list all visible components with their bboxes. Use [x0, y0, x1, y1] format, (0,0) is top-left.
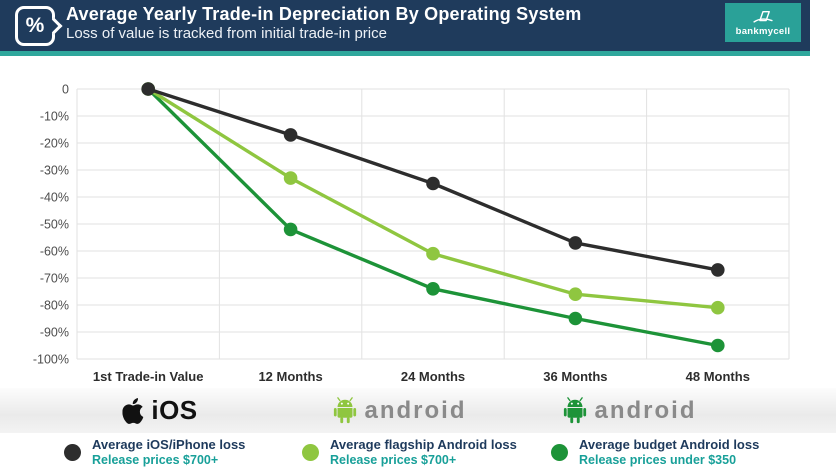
- ios-wordmark: iOS: [151, 395, 198, 425]
- svg-text:-30%: -30%: [40, 164, 69, 178]
- legend-label: Average flagship Android loss: [330, 437, 517, 452]
- legend-sublabel: Release prices $700+: [330, 452, 457, 467]
- legend-dot-black: [64, 443, 81, 461]
- header-text: Average Yearly Trade-in Depreciation By …: [66, 4, 581, 43]
- android-wordmark: android: [364, 396, 467, 424]
- svg-text:48 Months: 48 Months: [686, 369, 750, 384]
- legend-label: Average iOS/iPhone loss: [92, 437, 246, 452]
- header: % Average Yearly Trade-in Depreciation B…: [0, 0, 810, 51]
- bankmycell-phone-icon: [753, 10, 773, 23]
- page-title: Average Yearly Trade-in Depreciation By …: [66, 4, 582, 24]
- ios-logo: iOS: [122, 388, 197, 433]
- svg-text:-40%: -40%: [40, 191, 69, 205]
- bankmycell-logo: bankmycell: [725, 3, 801, 42]
- chart-canvas: 0 -10% -20% -30% -40% -50% -60% -70% -80% -90% -10…: [33, 82, 790, 384]
- chart-legend: Average iOS/iPhone loss Release prices $…: [0, 437, 836, 470]
- svg-text:36 Months: 36 Months: [543, 369, 607, 384]
- android-robot-icon: [563, 397, 587, 424]
- svg-text:-100%: -100%: [33, 353, 69, 367]
- svg-text:-90%: -90%: [40, 326, 69, 340]
- svg-text:-10%: -10%: [40, 110, 69, 124]
- android-flagship-logo: android: [333, 388, 467, 433]
- legend-sublabel: Release prices under $350: [579, 452, 737, 467]
- os-logo-band: iOS android: [0, 388, 836, 433]
- svg-text:-60%: -60%: [40, 245, 69, 259]
- svg-text:-50%: -50%: [40, 218, 69, 232]
- depreciation-chart: 0 -10% -20% -30% -40% -50% -60% -70% -80% -90% -10…: [0, 64, 836, 386]
- svg-text:-20%: -20%: [40, 137, 69, 151]
- bankmycell-logo-text: bankmycell: [735, 25, 791, 37]
- android-budget-logo: android: [563, 388, 697, 433]
- legend-sublabel: Release prices $700+: [92, 452, 219, 467]
- svg-text:24 Months: 24 Months: [401, 369, 465, 384]
- legend-label: Average budget Android loss: [579, 437, 760, 452]
- svg-text:12 Months: 12 Months: [258, 369, 322, 384]
- android-wordmark: android: [594, 396, 697, 424]
- legend-dot-light-green: [302, 443, 319, 461]
- legend-item-ios: Average iOS/iPhone loss Release prices $…: [64, 437, 245, 468]
- page-subtitle: Loss of value is tracked from initial tr…: [66, 24, 387, 42]
- percent-bubble-icon: %: [15, 6, 55, 46]
- svg-text:-70%: -70%: [40, 272, 69, 286]
- legend-item-flagship-android: Average flagship Android loss Release pr…: [302, 437, 517, 468]
- svg-text:-80%: -80%: [40, 299, 69, 313]
- header-accent-bar: [0, 51, 810, 56]
- android-robot-icon: [333, 397, 357, 424]
- apple-icon: [122, 397, 144, 424]
- svg-text:1st Trade-in Value: 1st Trade-in Value: [93, 369, 204, 384]
- percent-symbol: %: [25, 14, 45, 37]
- legend-dot-dark-green: [551, 443, 568, 461]
- svg-text:0: 0: [62, 83, 69, 97]
- legend-item-budget-android: Average budget Android loss Release pric…: [551, 437, 759, 468]
